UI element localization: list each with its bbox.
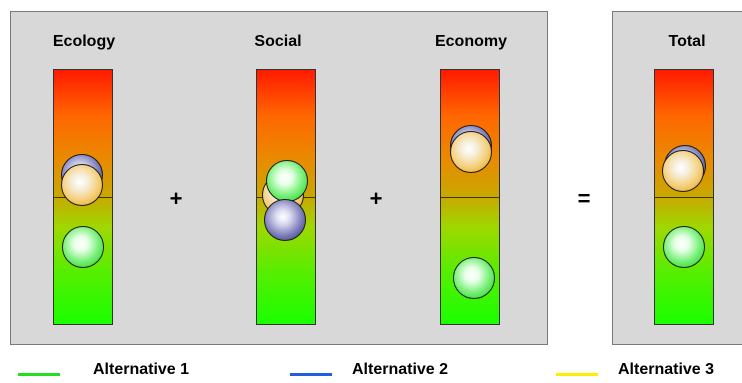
- legend-label-alternative-1: Alternative 1: [93, 361, 190, 378]
- total-title: Total: [668, 33, 706, 50]
- total-alternative-1-ball: [663, 226, 705, 268]
- legend-label-alternative-2: Alternative 2: [352, 361, 449, 378]
- total-bar: [654, 69, 714, 325]
- ecology-bar: [53, 69, 113, 325]
- ecology-alternative-1-ball: [62, 226, 104, 268]
- plus-operator-2: +: [369, 186, 383, 211]
- social-alternative-2-ball: [264, 199, 306, 241]
- economy-alternative-1-ball: [453, 257, 495, 299]
- total-alternative-3-ball: [662, 150, 704, 192]
- social-alternative-1-ball: [266, 160, 308, 202]
- ecology-title: Ecology: [52, 33, 116, 50]
- legend-line-alternative-3: [556, 373, 598, 376]
- economy-title: Economy: [434, 33, 507, 50]
- total-midline: [655, 197, 713, 198]
- legend-line-alternative-2: [290, 373, 332, 376]
- legend-line-alternative-1: [18, 373, 60, 376]
- social-bar: [256, 69, 316, 325]
- economy-bar: [440, 69, 500, 325]
- plus-operator-1: +: [169, 186, 183, 211]
- economy-midline: [441, 197, 499, 198]
- legend-label-alternative-3: Alternative 3: [618, 361, 715, 378]
- equals-operator: =: [577, 186, 591, 211]
- economy-alternative-3-ball: [450, 131, 492, 173]
- ecology-alternative-3-ball: [61, 164, 103, 206]
- social-title: Social: [254, 33, 302, 50]
